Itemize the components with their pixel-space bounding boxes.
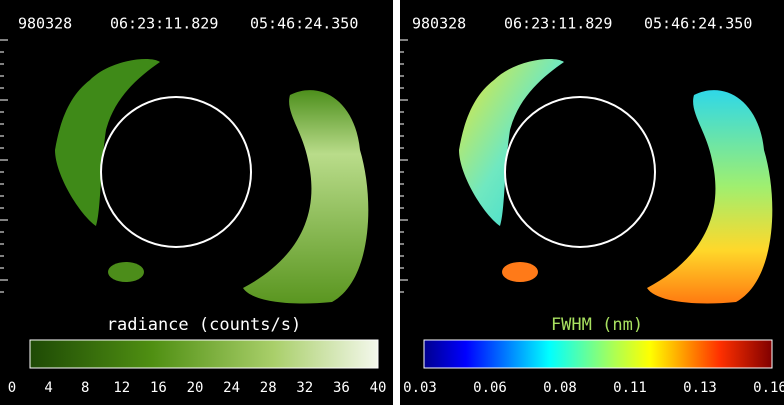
colorbar-tick-label: 0 — [8, 380, 16, 396]
colorbar-tick-label: 32 — [296, 380, 313, 396]
colorbar-label: FWHM (nm) — [551, 315, 643, 335]
colorbar-tick-label: 0.16 — [753, 380, 784, 396]
colorbar-tick-label: 0.03 — [403, 380, 437, 396]
colorbar-tick-label: 0.06 — [473, 380, 507, 396]
corona-blob — [108, 262, 144, 282]
colorbar-tick-label: 4 — [44, 380, 52, 396]
header-date: 980328 — [412, 15, 466, 33]
header-time: 06:23:11.829 — [504, 15, 612, 33]
figure: 980328 06:23:11.829 05:46:24.350 radianc… — [0, 0, 784, 405]
colorbar-tick-label: 8 — [81, 380, 89, 396]
colorbar-tick-label: 36 — [333, 380, 350, 396]
colorbar-tick-label: 40 — [370, 380, 387, 396]
page: 980328 06:23:11.829 05:46:24.350 radianc… — [0, 0, 784, 405]
occulter — [101, 97, 251, 247]
corona-blob — [502, 262, 538, 282]
panel-left: 980328 06:23:11.829 05:46:24.350 radianc… — [0, 0, 393, 405]
header-time: 06:23:11.829 — [110, 15, 218, 33]
colorbar-tick-label: 16 — [150, 380, 167, 396]
colorbar-tick-label: 0.11 — [613, 380, 647, 396]
colorbar-tick-label: 28 — [260, 380, 277, 396]
colorbar-tick-label: 0.13 — [683, 380, 717, 396]
occulter — [505, 97, 655, 247]
panel-right: 980328 06:23:11.829 05:46:24.350 FWHM (n… — [400, 0, 784, 405]
colorbar-tick-label: 0.08 — [543, 380, 577, 396]
colorbar-tick-label: 20 — [187, 380, 204, 396]
colorbar-tick-label: 12 — [113, 380, 130, 396]
colorbar-label: radiance (counts/s) — [107, 315, 301, 335]
colorbar-tick-label: 24 — [223, 380, 240, 396]
header-time: 05:46:24.350 — [250, 15, 358, 33]
colorbar — [424, 340, 772, 368]
header-date: 980328 — [18, 15, 72, 33]
header-time: 05:46:24.350 — [644, 15, 752, 33]
colorbar — [30, 340, 378, 368]
